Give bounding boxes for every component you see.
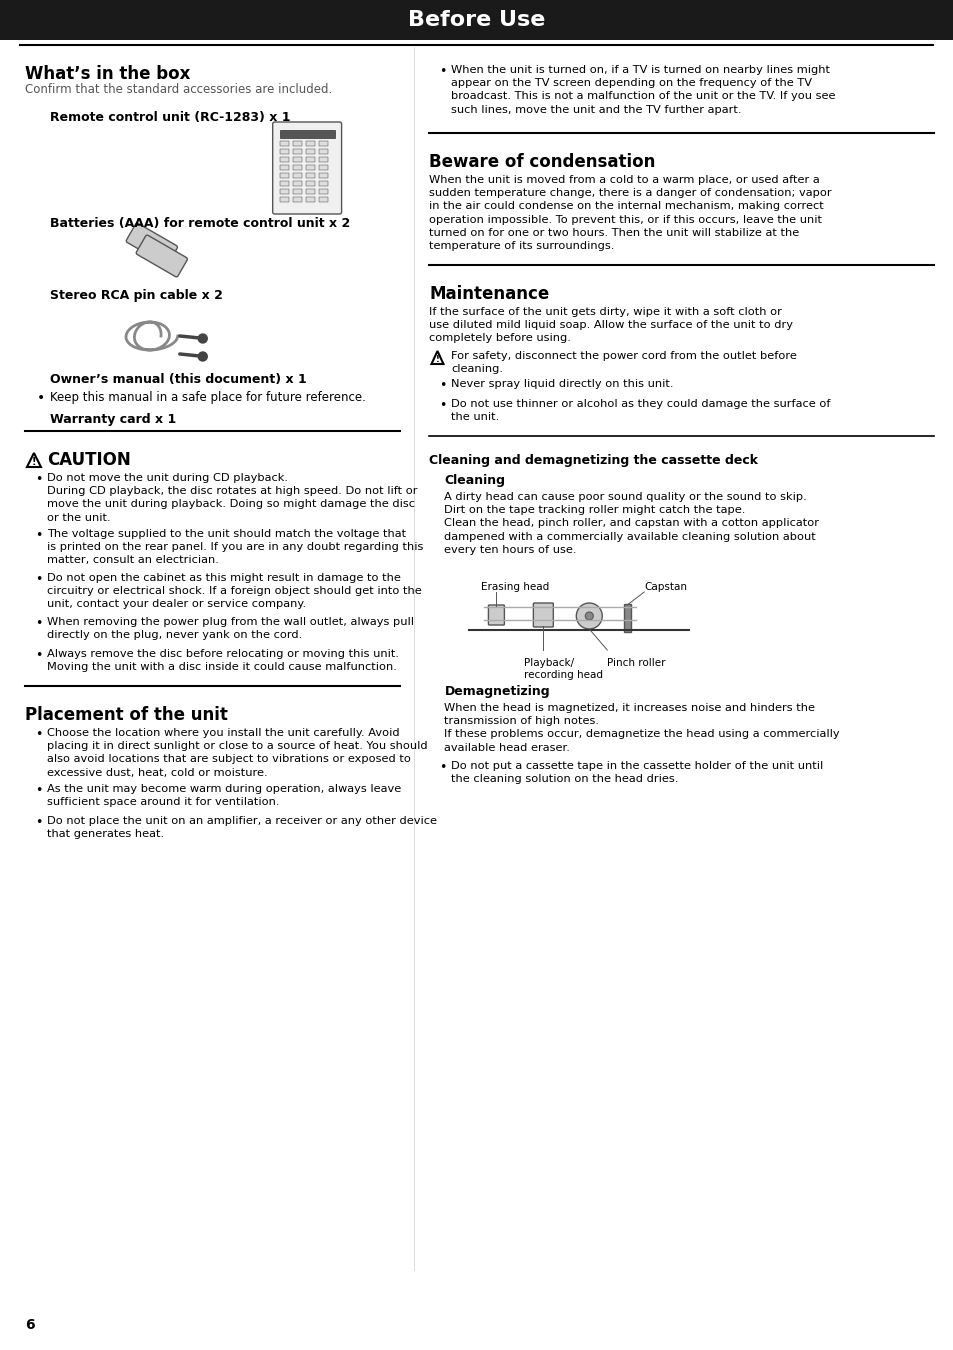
FancyBboxPatch shape bbox=[280, 181, 289, 186]
Text: •: • bbox=[35, 617, 42, 630]
FancyBboxPatch shape bbox=[293, 197, 301, 202]
FancyBboxPatch shape bbox=[319, 173, 328, 178]
Text: For safety, disconnect the power cord from the outlet before
cleaning.: For safety, disconnect the power cord fr… bbox=[451, 351, 797, 374]
Text: Do not use thinner or alcohol as they could damage the surface of
the unit.: Do not use thinner or alcohol as they co… bbox=[451, 400, 830, 423]
Text: Pinch roller: Pinch roller bbox=[607, 657, 665, 668]
FancyBboxPatch shape bbox=[306, 148, 314, 154]
Bar bbox=[0, 0, 952, 40]
Text: If the surface of the unit gets dirty, wipe it with a soft cloth or
use diluted : If the surface of the unit gets dirty, w… bbox=[429, 306, 793, 343]
Text: Do not place the unit on an amplifier, a receiver or any other device
that gener: Do not place the unit on an amplifier, a… bbox=[47, 815, 436, 840]
Text: A dirty head can cause poor sound quality or the sound to skip.
Dirt on the tape: A dirty head can cause poor sound qualit… bbox=[444, 491, 819, 555]
Text: When the head is magnetized, it increases noise and hinders the
transmission of : When the head is magnetized, it increase… bbox=[444, 703, 840, 752]
Text: When the unit is moved from a cold to a warm place, or used after a
sudden tempe: When the unit is moved from a cold to a … bbox=[429, 176, 831, 251]
FancyBboxPatch shape bbox=[319, 148, 328, 154]
Text: Keep this manual in a safe place for future reference.: Keep this manual in a safe place for fut… bbox=[50, 392, 365, 404]
Text: Choose the location where you install the unit carefully. Avoid
placing it in di: Choose the location where you install th… bbox=[47, 728, 427, 778]
Text: Maintenance: Maintenance bbox=[429, 285, 549, 302]
FancyBboxPatch shape bbox=[293, 157, 301, 162]
FancyBboxPatch shape bbox=[280, 173, 289, 178]
FancyBboxPatch shape bbox=[280, 157, 289, 162]
FancyBboxPatch shape bbox=[319, 157, 328, 162]
Text: Never spray liquid directly on this unit.: Never spray liquid directly on this unit… bbox=[451, 379, 673, 389]
FancyBboxPatch shape bbox=[273, 122, 341, 215]
Text: CAUTION: CAUTION bbox=[47, 451, 131, 468]
Text: Owner’s manual (this document) x 1: Owner’s manual (this document) x 1 bbox=[50, 373, 306, 386]
FancyBboxPatch shape bbox=[306, 157, 314, 162]
FancyBboxPatch shape bbox=[293, 148, 301, 154]
FancyBboxPatch shape bbox=[293, 173, 301, 178]
FancyBboxPatch shape bbox=[293, 181, 301, 186]
Text: •: • bbox=[439, 761, 446, 774]
Text: •: • bbox=[35, 728, 42, 741]
FancyBboxPatch shape bbox=[280, 189, 289, 194]
FancyBboxPatch shape bbox=[533, 603, 553, 626]
Text: Before Use: Before Use bbox=[407, 9, 544, 30]
FancyBboxPatch shape bbox=[319, 181, 328, 186]
Text: Demagnetizing: Demagnetizing bbox=[444, 684, 550, 698]
Text: •: • bbox=[35, 572, 42, 586]
FancyBboxPatch shape bbox=[319, 165, 328, 170]
Text: When the unit is turned on, if a TV is turned on nearby lines might
appear on th: When the unit is turned on, if a TV is t… bbox=[451, 65, 835, 115]
Text: Do not put a cassette tape in the cassette holder of the unit until
the cleaning: Do not put a cassette tape in the casset… bbox=[451, 761, 822, 784]
Circle shape bbox=[585, 612, 593, 620]
Text: Beware of condensation: Beware of condensation bbox=[429, 153, 655, 171]
Text: !: ! bbox=[31, 458, 36, 467]
FancyBboxPatch shape bbox=[126, 223, 177, 265]
Text: •: • bbox=[35, 815, 42, 829]
FancyBboxPatch shape bbox=[306, 181, 314, 186]
Text: Remote control unit (RC-1283) x 1: Remote control unit (RC-1283) x 1 bbox=[50, 111, 290, 124]
Text: Batteries (AAA) for remote control unit x 2: Batteries (AAA) for remote control unit … bbox=[50, 217, 350, 230]
FancyBboxPatch shape bbox=[319, 140, 328, 146]
Text: !: ! bbox=[436, 355, 439, 363]
FancyBboxPatch shape bbox=[306, 140, 314, 146]
Text: Placement of the unit: Placement of the unit bbox=[25, 706, 228, 724]
Text: •: • bbox=[439, 65, 446, 78]
Text: •: • bbox=[439, 379, 446, 391]
FancyBboxPatch shape bbox=[306, 173, 314, 178]
Text: Capstan: Capstan bbox=[643, 582, 686, 593]
Text: Warranty card x 1: Warranty card x 1 bbox=[50, 413, 176, 427]
FancyBboxPatch shape bbox=[280, 148, 289, 154]
FancyBboxPatch shape bbox=[319, 189, 328, 194]
Circle shape bbox=[576, 603, 601, 629]
Circle shape bbox=[198, 333, 207, 343]
Text: When removing the power plug from the wall outlet, always pull
directly on the p: When removing the power plug from the wa… bbox=[47, 617, 414, 640]
Text: Cleaning and demagnetizing the cassette deck: Cleaning and demagnetizing the cassette … bbox=[429, 454, 758, 467]
FancyBboxPatch shape bbox=[488, 605, 504, 625]
Text: Erasing head: Erasing head bbox=[481, 582, 549, 593]
FancyBboxPatch shape bbox=[280, 140, 289, 146]
Bar bbox=[623, 603, 631, 632]
Text: As the unit may become warm during operation, always leave
sufficient space arou: As the unit may become warm during opera… bbox=[47, 784, 401, 807]
Text: •: • bbox=[439, 400, 446, 412]
Text: What’s in the box: What’s in the box bbox=[25, 65, 191, 82]
FancyBboxPatch shape bbox=[306, 189, 314, 194]
Text: •: • bbox=[35, 649, 42, 662]
Text: 6: 6 bbox=[25, 1318, 34, 1332]
FancyBboxPatch shape bbox=[293, 140, 301, 146]
Bar bbox=[279, 130, 335, 138]
FancyBboxPatch shape bbox=[319, 197, 328, 202]
Text: Do not open the cabinet as this might result in damage to the
circuitry or elect: Do not open the cabinet as this might re… bbox=[47, 572, 421, 609]
Text: Cleaning: Cleaning bbox=[444, 474, 505, 487]
FancyBboxPatch shape bbox=[293, 189, 301, 194]
Text: Do not move the unit during CD playback.
During CD playback, the disc rotates at: Do not move the unit during CD playback.… bbox=[47, 472, 417, 522]
FancyBboxPatch shape bbox=[280, 165, 289, 170]
FancyBboxPatch shape bbox=[136, 235, 187, 277]
Text: Always remove the disc before relocating or moving this unit.
Moving the unit wi: Always remove the disc before relocating… bbox=[47, 649, 398, 672]
FancyBboxPatch shape bbox=[306, 165, 314, 170]
Text: Confirm that the standard accessories are included.: Confirm that the standard accessories ar… bbox=[25, 82, 332, 96]
Text: Playback/
recording head: Playback/ recording head bbox=[524, 657, 602, 680]
Text: Stereo RCA pin cable x 2: Stereo RCA pin cable x 2 bbox=[50, 289, 223, 302]
Text: •: • bbox=[35, 784, 42, 796]
Text: •: • bbox=[35, 529, 42, 541]
Circle shape bbox=[198, 352, 207, 360]
Text: •: • bbox=[37, 392, 45, 405]
FancyBboxPatch shape bbox=[280, 197, 289, 202]
FancyBboxPatch shape bbox=[293, 165, 301, 170]
Text: The voltage supplied to the unit should match the voltage that
is printed on the: The voltage supplied to the unit should … bbox=[47, 529, 423, 566]
FancyBboxPatch shape bbox=[306, 197, 314, 202]
Text: •: • bbox=[35, 472, 42, 486]
